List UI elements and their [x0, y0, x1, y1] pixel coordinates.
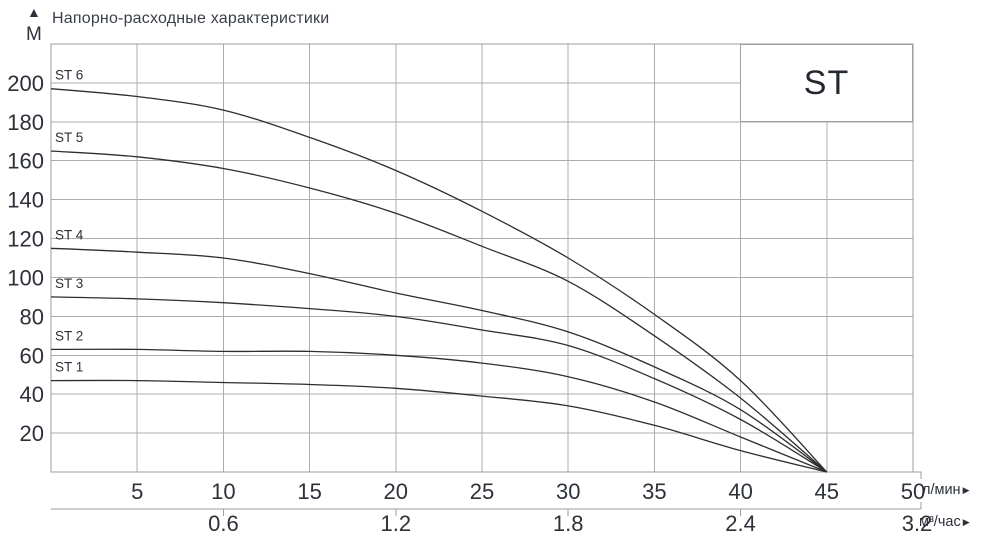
x-axis-unit-primary: л/мин ▶ [922, 482, 970, 498]
x-axis-unit-secondary: м³/час ▶ [919, 514, 970, 530]
x2-tick-label-0.6: 0.6 [208, 511, 239, 536]
y-axis-unit-label: М [26, 24, 42, 45]
x-tick-label-10: 10 [211, 479, 235, 504]
x-tick-label-30: 30 [556, 479, 580, 504]
y-tick-label-80: 80 [20, 304, 44, 329]
right-arrow-icon: ▶ [962, 485, 970, 495]
y-tick-label-40: 40 [20, 382, 44, 407]
x-axis-unit-secondary-text: м³/час [919, 514, 961, 530]
curve-label-st-4: ST 4 [55, 227, 84, 242]
y-tick-label-160: 160 [7, 149, 44, 174]
y-axis-up-arrow-icon: ▲ [27, 4, 41, 20]
x-tick-label-5: 5 [131, 479, 143, 504]
curve-st-6 [50, 88, 828, 473]
y-tick-label-100: 100 [7, 265, 44, 290]
curve-label-st-3: ST 3 [55, 276, 83, 291]
x-tick-label-45: 45 [815, 479, 839, 504]
x-tick-label-40: 40 [728, 479, 752, 504]
curve-label-st-1: ST 1 [55, 360, 83, 375]
x-tick-label-20: 20 [384, 479, 408, 504]
x-tick-label-35: 35 [642, 479, 666, 504]
curve-label-st-2: ST 2 [55, 328, 83, 343]
series-family-box: ST [740, 44, 913, 122]
curve-st-1 [50, 379, 827, 473]
x2-tick-label-1.2: 1.2 [381, 511, 412, 536]
x-axis-unit-primary-text: л/мин [922, 482, 961, 498]
curve-st-3 [50, 296, 828, 473]
x-tick-label-50: 50 [901, 479, 925, 504]
x-axis-primary-line [913, 471, 922, 479]
curve-label-st-5: ST 5 [55, 130, 83, 145]
x2-tick-label-1.8: 1.8 [553, 511, 584, 536]
x2-tick-label-2.4: 2.4 [725, 511, 756, 536]
curve-label-st-6: ST 6 [55, 68, 83, 83]
plot-border [50, 43, 914, 473]
chart-title: Напорно-расходные характеристики [52, 10, 330, 27]
series-family-label: ST [803, 63, 850, 102]
right-arrow-icon: ▶ [962, 517, 970, 527]
y-tick-label-140: 140 [7, 188, 44, 213]
x-axis-secondary-line [51, 502, 922, 516]
y-tick-label-60: 60 [20, 343, 44, 368]
curve-st-2 [50, 348, 828, 473]
curve-st-4 [50, 247, 828, 473]
x-tick-label-15: 15 [297, 479, 321, 504]
y-tick-label-120: 120 [7, 227, 44, 252]
y-tick-label-200: 200 [7, 71, 44, 96]
x-tick-label-25: 25 [470, 479, 494, 504]
y-tick-label-20: 20 [20, 421, 44, 446]
x2-tick-label-3.2: 3.2 [902, 511, 933, 536]
curve-st-5 [50, 150, 828, 473]
y-tick-label-180: 180 [7, 110, 44, 135]
